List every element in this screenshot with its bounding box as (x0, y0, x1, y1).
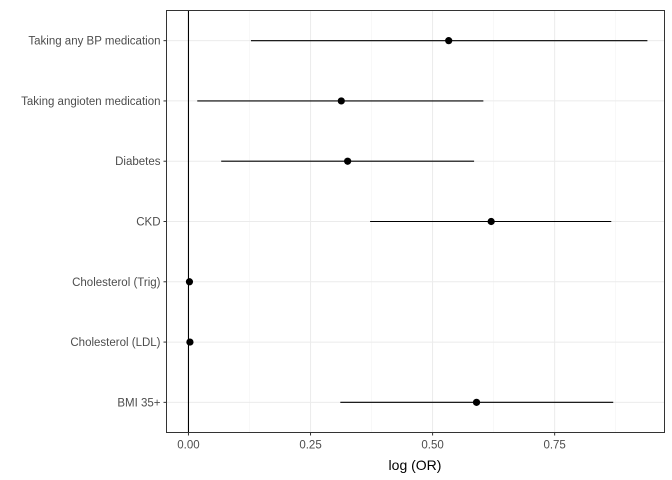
estimate-point (472, 398, 481, 406)
x-tick-label: 0.50 (421, 440, 443, 452)
y-axis: Taking any BP medication Taking angioten … (21, 36, 167, 409)
data-marks (185, 37, 648, 406)
y-tick-label: Diabetes (115, 156, 161, 168)
y-tick-label: CKD (136, 217, 160, 229)
x-axis: 0.00 0.25 0.50 0.75 (177, 432, 566, 452)
y-tick-label: BMI 35+ (117, 397, 160, 409)
estimate-point (185, 278, 194, 286)
y-tick-label: Cholesterol (Trig) (72, 277, 161, 289)
x-tick-label: 0.75 (543, 440, 565, 452)
x-tick-label: 0.00 (177, 440, 199, 452)
y-tick-label: Taking any BP medication (28, 36, 160, 48)
x-axis-title: log (OR) (389, 457, 442, 473)
y-tick-label: Taking angioten medication (21, 96, 160, 108)
estimate-point (186, 338, 194, 346)
estimate-point (344, 157, 352, 165)
estimate-point (337, 97, 345, 105)
estimate-point (487, 217, 495, 226)
y-tick-label: Cholesterol (LDL) (70, 337, 160, 349)
x-tick-label: 0.25 (299, 440, 321, 452)
estimate-point (445, 37, 453, 45)
